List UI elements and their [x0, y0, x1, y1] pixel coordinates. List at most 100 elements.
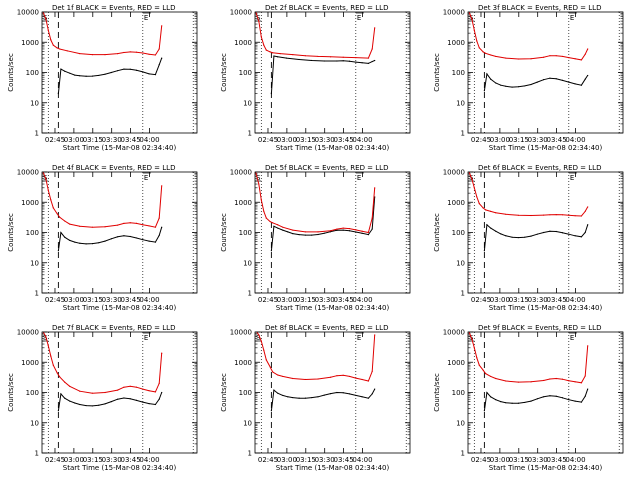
x-tick-label: 03:00 [64, 136, 84, 144]
x-axis-label: Start Time (15-Mar-08 02:34:40) [63, 304, 177, 312]
events-data-point [158, 64, 160, 66]
x-tick-label: 02:45 [471, 456, 491, 464]
lld-data-point [495, 212, 497, 214]
lld-data-point [56, 213, 58, 215]
y-axis-label: Counts/sec [7, 373, 15, 412]
lld-data-point [292, 229, 294, 231]
lld-data-point [374, 334, 376, 336]
events-data-point [348, 60, 351, 62]
lld-data-point [490, 54, 492, 56]
x-tick-label: 04:00 [139, 456, 159, 464]
lld-data-point [561, 214, 564, 216]
lld-data-point [142, 224, 144, 226]
events-data-point [91, 75, 94, 77]
events-data-point [574, 235, 576, 237]
lld-data-point [471, 338, 473, 340]
y-tick-label: 1000 [234, 199, 252, 207]
x-tick-label: 03:30 [102, 136, 122, 144]
y-tick-label: 100 [26, 69, 39, 77]
lld-data-point [473, 347, 475, 349]
lld-data-point [530, 381, 532, 383]
x-tick-label: 03:45 [120, 136, 140, 144]
events-data-point [123, 235, 125, 237]
events-data-point [495, 230, 497, 232]
events-data-point [355, 61, 357, 63]
lld-data-point [505, 213, 507, 215]
y-tick-label: 1 [35, 130, 39, 138]
detector-panel: Det 3f BLACK = Events, RED = LLD 1 10 100 10… [433, 4, 624, 152]
y-axis-label: Counts/sec [433, 53, 441, 92]
lld-data-point [580, 382, 583, 384]
events-data-point [371, 393, 373, 395]
lld-data-point [117, 389, 119, 391]
events-data-point [543, 79, 545, 81]
lld-data-point [135, 386, 138, 388]
x-axis-label: Start Time (15-Mar-08 02:34:40) [489, 304, 603, 312]
events-data-point [117, 236, 119, 238]
y-tick-label: 1 [35, 290, 39, 298]
x-tick-label: 04:00 [565, 136, 585, 144]
events-data-point [342, 229, 344, 231]
x-tick-label: 03:15 [296, 136, 316, 144]
lld-data-point [355, 377, 357, 379]
lld-data-point [555, 214, 557, 216]
events-data-point [530, 235, 532, 237]
lld-data-point [505, 380, 507, 382]
lld-data-point [148, 53, 150, 55]
lld-data-point [52, 364, 54, 366]
lld-data-point [135, 222, 138, 224]
events-data-point [505, 235, 507, 237]
lld-data-point [348, 375, 351, 378]
events-data-point [142, 401, 144, 403]
lld-data-point [265, 359, 267, 361]
lld-data-point [161, 25, 163, 27]
x-axis-label: Start Time (15-Mar-08 02:34:40) [63, 144, 177, 152]
events-series-line [483, 223, 589, 251]
y-tick-label: 10 [30, 99, 39, 107]
events-data-point [524, 85, 526, 87]
panel-title: Det 7f BLACK = Events, RED = LLD [52, 324, 175, 332]
events-data-point [74, 402, 76, 404]
lld-data-point [568, 57, 570, 59]
plot-frame [254, 171, 411, 294]
lld-data-point [371, 370, 373, 372]
events-data-point [543, 396, 545, 398]
events-data-point [371, 228, 373, 230]
y-tick-label: 10 [30, 259, 39, 267]
lld-data-point [45, 336, 47, 338]
lld-data-point [154, 391, 157, 393]
events-series-line [270, 196, 376, 251]
x-tick-label: 04:00 [352, 456, 372, 464]
events-data-point [342, 60, 344, 62]
events-data-point [317, 233, 319, 236]
x-tick-label: 03:15 [83, 296, 103, 304]
events-data-point [483, 250, 485, 252]
events-data-point [270, 410, 272, 412]
events-data-point [483, 90, 485, 92]
lld-data-point [148, 225, 150, 227]
events-data-point [568, 81, 570, 83]
lld-data-point [135, 51, 138, 53]
lld-data-point [50, 199, 52, 201]
x-tick-label: 03:00 [64, 456, 84, 464]
x-axis-label: Start Time (15-Mar-08 02:34:40) [489, 464, 603, 472]
lld-data-point [69, 223, 71, 225]
lld-data-point [161, 352, 163, 354]
events-series-line [270, 388, 376, 411]
x-tick-label: 02:45 [45, 136, 65, 144]
x-tick-label: 03:45 [120, 456, 140, 464]
y-tick-label: 1 [461, 450, 465, 458]
lld-data-point [530, 214, 532, 217]
lld-data-point [104, 226, 106, 228]
x-tick-label: 03:45 [546, 296, 566, 304]
x-tick-label: 03:45 [333, 136, 353, 144]
events-data-point [490, 78, 492, 80]
events-data-point [511, 236, 513, 238]
x-tick-label: 03:00 [277, 136, 297, 144]
events-series-line [57, 392, 163, 411]
lld-data-point [161, 185, 163, 187]
lld-data-point [69, 385, 71, 387]
y-tick-label: 100 [239, 389, 252, 397]
events-data-point [277, 227, 279, 229]
